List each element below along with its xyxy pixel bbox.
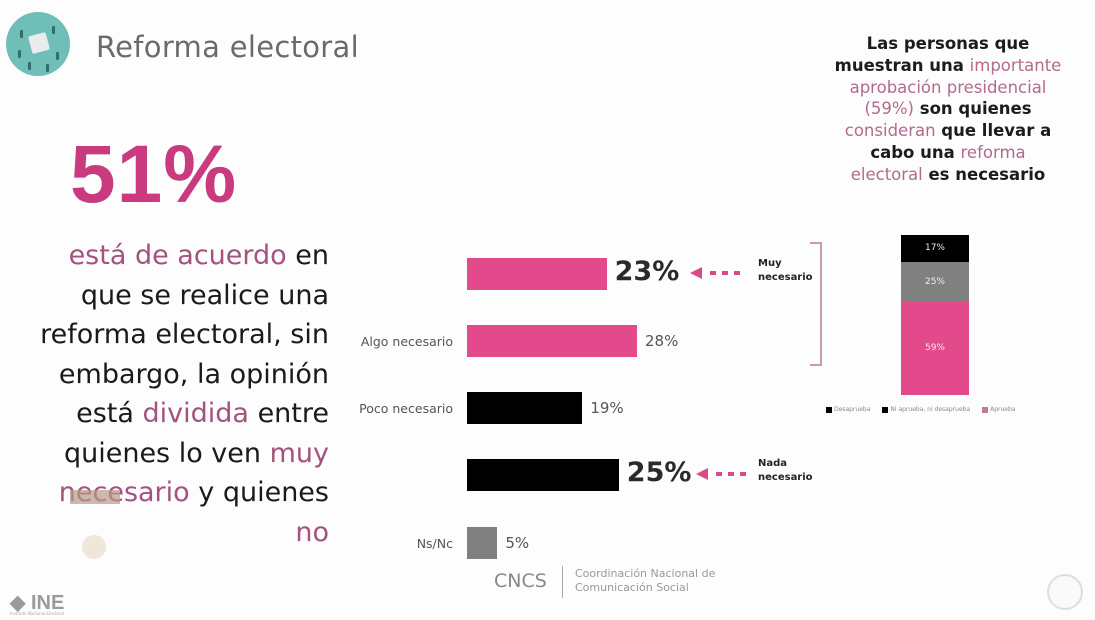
segment-desaprueba: 17% xyxy=(901,235,969,262)
value-label: 19% xyxy=(590,399,624,417)
segment-aprueba: 59% xyxy=(901,301,969,395)
ballot-box-icon xyxy=(6,12,70,76)
bar-algo-necesario xyxy=(467,325,637,357)
legend-item: Aprueba xyxy=(982,406,1015,413)
stacked-bar-chart: 17% 25% 59% xyxy=(901,235,969,395)
text-line: necesario y quienes xyxy=(58,477,329,508)
background-photo-fragment xyxy=(70,490,120,504)
cncs-logo: CNCS xyxy=(494,570,547,592)
category-label: Poco necesario xyxy=(359,401,453,416)
category-label: Ns/Nc xyxy=(416,536,453,551)
bracket xyxy=(810,242,822,366)
legend-item: Desaprueba xyxy=(826,406,870,413)
ine-logo: ◆ INE xyxy=(10,592,65,614)
text-line: quienes lo ven muy xyxy=(63,437,329,469)
text-line: reforma electoral, sin xyxy=(40,319,329,350)
ine-subtitle: Instituto Nacional Electoral xyxy=(10,611,64,616)
divider xyxy=(562,566,563,598)
text-line: cabo una reforma xyxy=(870,142,1026,162)
legend-item: Ni aprueba, ni desaprueba xyxy=(882,406,970,413)
annotation-nada-necesario: Nada necesario xyxy=(758,458,813,483)
headline-percent: 51% xyxy=(70,129,238,220)
text-line: electoral es necesario xyxy=(850,164,1046,184)
side-note: Las personas que muestran una importante a… xyxy=(818,33,1078,186)
stacked-legend: Desaprueba Ni aprueba, ni desaprueba Apr… xyxy=(826,406,1015,413)
bar-muy-necesario xyxy=(467,258,607,290)
bar-nada-necesario xyxy=(467,459,619,491)
text-line: (59%) son quienes xyxy=(864,99,1032,119)
text-line: Las personas que xyxy=(866,34,1030,53)
text-line: que se realice una xyxy=(80,279,329,311)
value-label: 25% xyxy=(626,457,692,488)
bar-poco-necesario xyxy=(467,392,583,424)
text-line: consideran que llevar a xyxy=(844,121,1052,141)
text-line: muestran una importante xyxy=(834,55,1062,75)
text-line: aprobación presidencial xyxy=(849,77,1047,97)
dotted-arrow-left-icon xyxy=(696,468,746,480)
segment-ni-aprueba: 25% xyxy=(901,261,969,302)
dotted-arrow-left-icon xyxy=(690,267,740,279)
value-label: 5% xyxy=(505,534,530,552)
value-label: 23% xyxy=(614,256,680,287)
category-label: Algo necesario xyxy=(360,334,453,349)
page-title: Reforma electoral xyxy=(96,30,359,64)
value-label: 28% xyxy=(645,332,679,350)
text-line: embargo, la opinión xyxy=(58,358,329,390)
text-line: está de acuerdo en xyxy=(68,240,329,271)
text-line: no xyxy=(295,516,329,548)
annotation-muy-necesario: Muy necesario xyxy=(758,258,813,283)
summary-text: está de acuerdo en que se realice una refo… xyxy=(0,236,329,552)
seal-icon xyxy=(82,535,106,559)
text-line: está dividida entre xyxy=(76,398,329,429)
bar-ns-nc xyxy=(467,527,498,559)
cncs-subtitle: Coordinación Nacional de Comunicación So… xyxy=(575,567,716,594)
badge-icon xyxy=(1047,574,1083,610)
